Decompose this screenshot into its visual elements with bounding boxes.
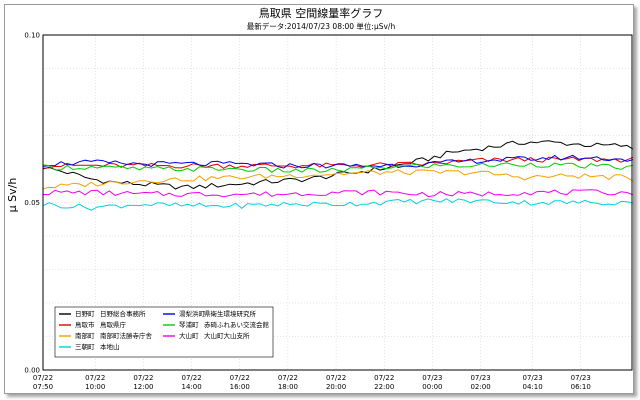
x-tick-time: 22:00 xyxy=(374,383,394,391)
x-tick-time: 04:10 xyxy=(522,383,542,391)
x-tick-date: 07/22 xyxy=(326,374,346,382)
legend-label-site: 赤碕ふれあい交流会館 xyxy=(204,320,270,329)
legend-label-town: 湯梨浜町 xyxy=(179,309,206,318)
x-tick-time: 20:00 xyxy=(326,383,346,391)
legend-label-town: 大山町 xyxy=(179,331,199,340)
y-tick-label: 0.05 xyxy=(24,199,40,207)
x-tick-date: 07/22 xyxy=(181,374,201,382)
x-axis-ticks: 07/2207:5007/2210:0007/2212:0007/2214:00… xyxy=(33,374,591,391)
y-axis-ticks: 0.00 0.05 0.10 xyxy=(24,32,40,375)
x-tick-time: 02:00 xyxy=(470,383,490,391)
legend-label-site: 県衛生環境研究所 xyxy=(204,309,257,318)
legend-label-site: 鳥取県庁 xyxy=(100,320,127,329)
radiation-chart: 鳥取県 空間線量率グラフ 最新データ:2014/07/23 08:00 単位:μ… xyxy=(6,6,633,391)
series-line xyxy=(42,140,633,190)
legend-label-town: 琴浦町 xyxy=(179,320,199,329)
chart-frame: 鳥取県 空間線量率グラフ 最新データ:2014/07/23 08:00 単位:μ… xyxy=(4,4,634,394)
x-tick-time: 18:00 xyxy=(278,383,298,391)
y-tick-label: 0.00 xyxy=(24,367,40,375)
series-layer xyxy=(42,140,633,211)
x-tick-date: 07/22 xyxy=(85,374,105,382)
x-tick-date: 07/23 xyxy=(422,374,442,382)
legend-label-site: 本地山 xyxy=(100,342,120,351)
plot-area xyxy=(42,34,633,371)
x-tick-time: 06:10 xyxy=(571,383,591,391)
x-tick-time: 10:00 xyxy=(85,383,105,391)
x-tick-date: 07/23 xyxy=(522,374,542,382)
series-line xyxy=(42,169,633,190)
legend-label-town: 日野町 xyxy=(75,310,95,318)
x-tick-time: 00:00 xyxy=(422,383,442,391)
x-tick-date: 07/22 xyxy=(33,374,53,382)
legend-label-site: 日野総合事務所 xyxy=(100,309,146,318)
legend-label-site: 南部町法勝寺庁舎 xyxy=(100,331,153,340)
x-tick-time: 14:00 xyxy=(181,383,201,391)
legend-label-site: 大山町大山支所 xyxy=(204,331,250,340)
legend-label-town: 南部町 xyxy=(75,331,95,340)
x-tick-date: 07/22 xyxy=(230,374,250,382)
legend-label-town: 鳥取市 xyxy=(75,320,95,329)
legend-box xyxy=(54,306,274,358)
x-tick-date: 07/23 xyxy=(470,374,490,382)
series-line xyxy=(42,162,633,173)
x-tick-time: 16:00 xyxy=(230,383,250,391)
chart-subtitle: 最新データ:2014/07/23 08:00 単位:μSv/h xyxy=(247,21,396,31)
x-tick-date: 07/22 xyxy=(374,374,394,382)
y-axis-label: μ Sv/h xyxy=(6,178,19,213)
x-tick-date: 07/22 xyxy=(278,374,298,382)
series-line xyxy=(42,154,633,169)
legend-label-town: 三朝町 xyxy=(75,343,95,351)
series-line xyxy=(42,198,633,211)
series-line xyxy=(42,189,633,198)
x-tick-time: 07:50 xyxy=(33,383,53,391)
x-tick-date: 07/23 xyxy=(571,374,591,382)
x-tick-time: 12:00 xyxy=(133,383,153,391)
chart-title: 鳥取県 空間線量率グラフ xyxy=(259,6,384,20)
x-tick-date: 07/22 xyxy=(133,374,153,382)
y-tick-label: 0.10 xyxy=(24,32,40,40)
